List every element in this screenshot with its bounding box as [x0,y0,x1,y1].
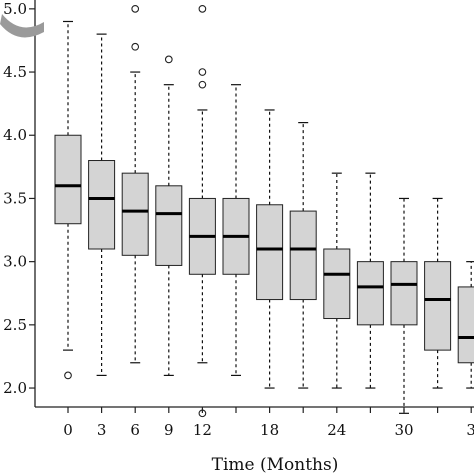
iqr-box [289,210,317,301]
y-tick-label: 4.0 [3,126,27,144]
iqr-box [323,248,351,320]
x-tick-label: 3 [466,421,474,439]
iqr-box [88,160,116,250]
outlier-point [131,4,140,13]
iqr-box [155,185,183,266]
y-tick-label: 3.5 [3,189,27,207]
box-group [188,4,216,418]
outlier-point [198,68,207,76]
x-tick-label: 0 [63,421,73,439]
iqr-box [390,261,418,326]
y-tick-label: 2.5 [3,316,27,334]
iqr-box [54,134,82,225]
x-tick-label: 18 [260,421,279,439]
y-tick-label: 3.0 [3,253,27,271]
outlier-point [64,371,72,380]
boxes-layer [54,4,474,418]
y-tick-label: 2.0 [3,379,27,397]
y-tick-label: 4.5 [3,63,27,81]
x-tick-label: 30 [394,421,413,439]
iqr-box [457,286,474,364]
iqr-box [356,261,384,326]
box-group [121,4,149,364]
box-group [424,197,452,389]
box-group [222,84,250,377]
x-axis: 0 3 6 9 12 18 24 30 3 [63,407,474,439]
outlier-point [198,4,207,13]
outlier-point [164,55,173,64]
x-tick-label: 24 [327,421,346,439]
x-tick-label: 3 [97,421,107,439]
x-axis-title: Time (Months) [212,455,339,474]
box-group [88,33,116,377]
iqr-box [424,261,452,351]
box-group [289,122,317,389]
x-tick-label: 6 [130,421,140,439]
iqr-box [256,204,284,301]
outlier-point [131,42,140,51]
box-group [390,197,418,414]
box-group [54,20,82,380]
corner-decoration [0,14,44,38]
y-tick-label: 5.0 [3,0,27,18]
box-group [457,261,474,389]
box-group [323,172,351,389]
y-axis: 2.0 2.5 3.0 3.5 4.0 4.5 5.0 [3,0,35,397]
outlier-point [198,80,207,89]
x-tick-label: 12 [193,421,212,439]
x-tick-label: 9 [164,421,174,439]
box-group [155,55,183,377]
iqr-box [121,172,149,256]
box-group [256,109,284,389]
plot-frame [34,0,474,408]
box-group [356,172,384,389]
